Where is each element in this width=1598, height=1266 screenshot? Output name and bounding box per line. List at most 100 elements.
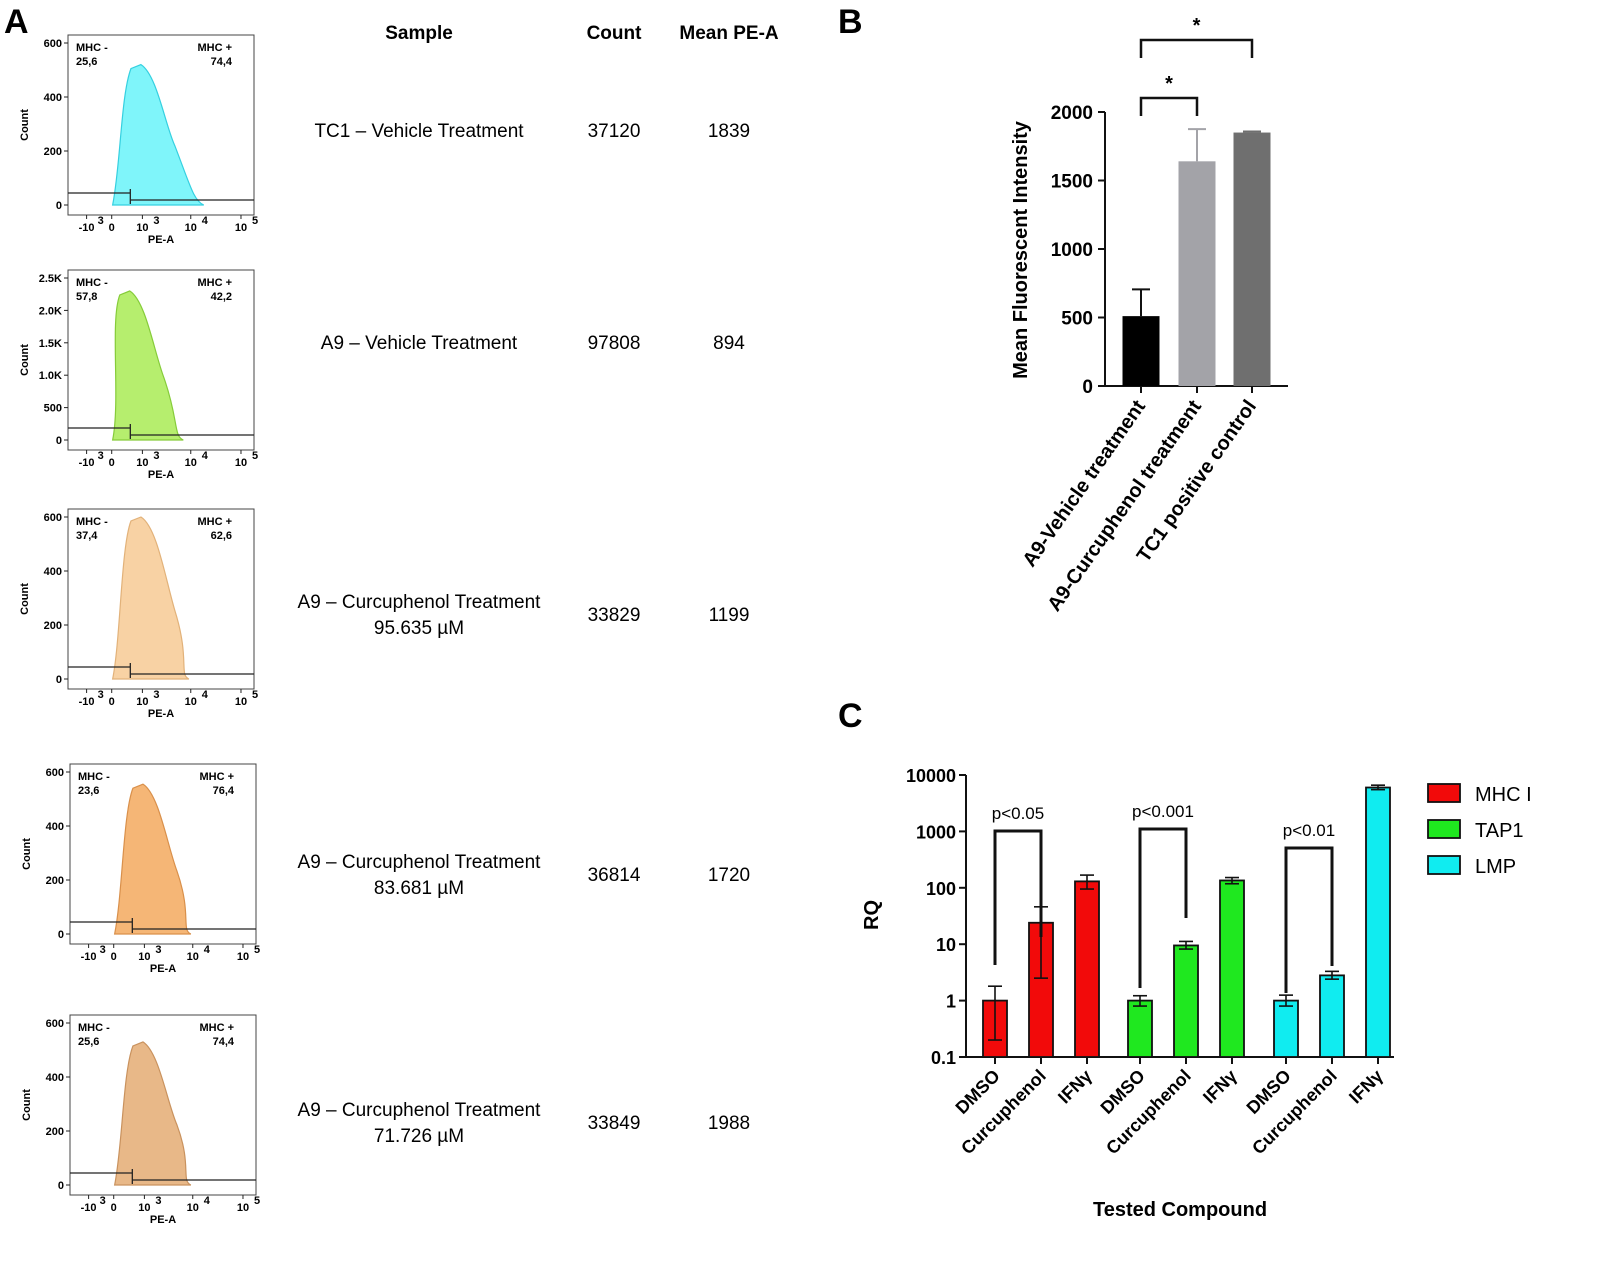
gate-pct-neg: 37,4 <box>76 530 98 542</box>
y-axis-title: Count <box>19 344 31 376</box>
c-significance-bracket <box>1284 846 1334 993</box>
c-bar <box>1365 786 1391 1058</box>
y-tick-label: 200 <box>46 1126 64 1138</box>
histogram-2: MHC - 57,8 MHC + 42,2 0 500 1.0K 1.5K 2.0K 2.5K Co… <box>19 269 258 481</box>
gate-label-neg: MHC - <box>76 277 108 289</box>
x-axis-title: PE-A <box>150 963 176 975</box>
x-tick-exponent: 4 <box>202 689 209 701</box>
y-tick-label: 600 <box>44 38 62 50</box>
panel-label-c: C <box>838 697 863 735</box>
c-x-tick-label: IFNγ <box>1199 1066 1241 1108</box>
b-significance-bracket <box>1139 38 1254 58</box>
gate-label-neg: MHC - <box>78 771 110 783</box>
histogram-frame <box>67 34 255 216</box>
x-tick-label: 0 <box>111 1202 117 1214</box>
y-tick-label: 0 <box>56 200 62 212</box>
x-tick-label: 10 <box>136 696 148 708</box>
table-cell-concentration: 95.635 µM <box>374 618 464 639</box>
histogram-distribution <box>113 1041 192 1186</box>
c-legend-label: LMP <box>1475 856 1516 878</box>
x-tick-label: 0 <box>109 222 115 234</box>
c-bar <box>1319 974 1345 1058</box>
table-cell-count: 33849 <box>588 1113 641 1134</box>
x-tick-label: 10 <box>237 951 249 963</box>
table-row: A9 – Curcuphenol Treatment 95.635 µM 33829… <box>298 592 750 639</box>
table-cell-concentration: 71.726 µM <box>374 1126 464 1147</box>
x-tick-label: -10 <box>81 951 97 963</box>
c-p-value-label: p<0.05 <box>992 804 1044 823</box>
histogram-distribution <box>111 290 184 441</box>
gate-pct-pos: 74,4 <box>211 56 233 68</box>
table-cell-sample: A9 – Curcuphenol Treatment <box>298 592 542 613</box>
b-y-tick-label: 0 <box>1082 377 1093 398</box>
table-cell-mean: 1720 <box>708 865 750 886</box>
c-y-tick-label: 10 <box>936 935 956 955</box>
y-tick-label: 1.0K <box>39 370 62 382</box>
gate-label-neg: MHC - <box>76 516 108 528</box>
gate-label-pos: MHC + <box>199 1022 234 1034</box>
x-tick-label: 10 <box>138 951 150 963</box>
gate-pct-pos: 76,4 <box>213 785 235 797</box>
gate-pct-neg: 25,6 <box>76 56 97 68</box>
x-tick-label: 10 <box>235 457 247 469</box>
b-bar <box>1178 161 1216 386</box>
y-tick-label: 1.5K <box>39 338 62 350</box>
gate-label-pos: MHC + <box>197 42 232 54</box>
x-tick-exponent: 3 <box>98 450 104 462</box>
x-axis-title: PE-A <box>148 708 174 720</box>
x-tick-label: 10 <box>185 457 197 469</box>
b-y-tick-label: 2000 <box>1051 103 1093 124</box>
y-tick-label: 600 <box>46 1018 64 1030</box>
x-tick-exponent: 3 <box>155 1195 161 1207</box>
histogram-frame <box>69 763 257 945</box>
x-tick-exponent: 3 <box>98 689 104 701</box>
c-significance-bracket <box>1138 827 1188 988</box>
c-p-value-label: p<0.01 <box>1283 821 1335 840</box>
y-axis-title: Count <box>19 109 31 141</box>
c-y-axis-title: RQ <box>861 900 883 930</box>
x-tick-label: 10 <box>136 222 148 234</box>
b-significance-label: * <box>1193 15 1201 37</box>
x-tick-exponent: 3 <box>153 689 159 701</box>
y-tick-label: 0 <box>56 674 62 686</box>
c-y-tick-label: 1000 <box>916 822 956 842</box>
x-tick-exponent: 5 <box>254 944 260 956</box>
x-tick-label: 10 <box>237 1202 249 1214</box>
table-cell-count: 36814 <box>588 865 641 886</box>
b-bar <box>1122 316 1160 386</box>
x-axis-title: PE-A <box>150 1214 176 1226</box>
b-y-tick-label: 500 <box>1061 309 1093 330</box>
gate-label-pos: MHC + <box>197 516 232 528</box>
y-tick-label: 400 <box>46 821 64 833</box>
gate-label-pos: MHC + <box>199 771 234 783</box>
table-cell-sample: A9 – Curcuphenol Treatment <box>298 852 542 873</box>
x-tick-label: -10 <box>79 696 95 708</box>
c-bar <box>1273 999 1299 1058</box>
gate-pct-pos: 62,6 <box>211 530 232 542</box>
histogram-distribution <box>113 783 192 935</box>
x-tick-label: -10 <box>81 1202 97 1214</box>
table-cell-mean: 1199 <box>709 605 750 626</box>
c-legend-label: MHC I <box>1475 784 1532 806</box>
x-tick-label: 0 <box>109 457 115 469</box>
c-bar <box>1173 944 1199 1058</box>
table-cell-mean: 1839 <box>708 121 750 142</box>
c-bar <box>1219 879 1245 1058</box>
x-tick-exponent: 4 <box>202 215 209 227</box>
histogram-frame <box>67 269 255 451</box>
x-tick-exponent: 4 <box>202 450 209 462</box>
table-row: TC1 – Vehicle Treatment 37120 1839 <box>314 121 750 142</box>
y-axis-title: Count <box>21 1089 33 1121</box>
c-p-value-label: p<0.001 <box>1132 802 1194 821</box>
c-legend-swatch <box>1427 783 1461 803</box>
table-cell-sample: TC1 – Vehicle Treatment <box>314 121 524 142</box>
x-tick-exponent: 5 <box>252 689 258 701</box>
table-cell-sample: A9 – Vehicle Treatment <box>321 333 518 354</box>
c-bar <box>1127 999 1153 1058</box>
table-cell-concentration: 83.681 µM <box>374 878 464 899</box>
gate-label-neg: MHC - <box>78 1022 110 1034</box>
gate-pct-pos: 42,2 <box>211 291 232 303</box>
panel-b-bar-chart: 0 500 1000 1500 2000 Mean Fluorescent Intensi… <box>1010 15 1288 615</box>
x-tick-label: 10 <box>136 457 148 469</box>
